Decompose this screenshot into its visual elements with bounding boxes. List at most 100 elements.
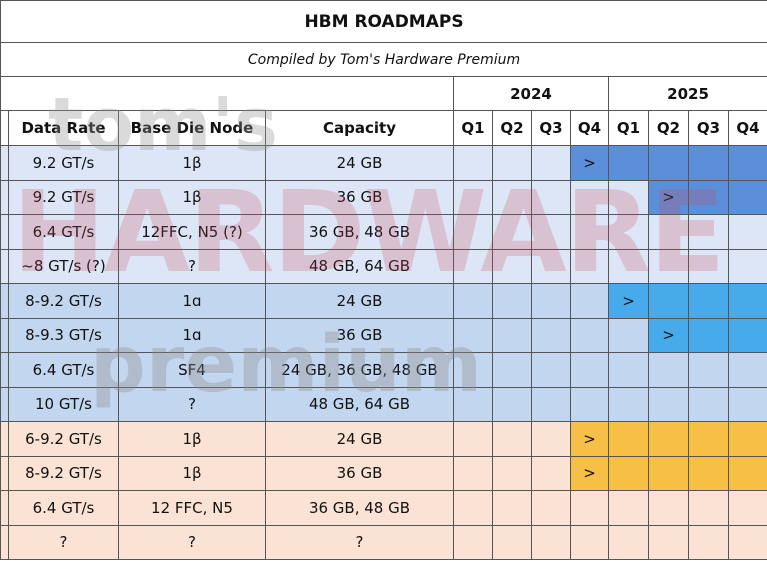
blank-cell (0, 386, 9, 422)
quarter-cell (608, 179, 649, 215)
schedule-cell (648, 145, 689, 181)
quarter-cell (727, 386, 767, 422)
data-row: 10 GT/s? 48 GB, 64 GB (0, 386, 767, 422)
subtitle: Compiled by Tom's Hardware Premium (0, 42, 767, 77)
base-die-node: 1β (118, 421, 266, 457)
schedule-cell (727, 283, 767, 319)
blank-cell (0, 145, 9, 181)
capacity: 48 GB, 64 GB (265, 248, 454, 284)
quarter-cell (570, 317, 609, 353)
quarter-header: Q3 (531, 110, 571, 146)
blank-cell (0, 490, 9, 526)
data-rate: ~8 GT/s (?) (8, 248, 119, 284)
quarter-cell (531, 317, 571, 353)
capacity: 36 GB (265, 455, 454, 491)
quarter-cell (531, 490, 571, 526)
quarter-cell (453, 179, 493, 215)
quarter-header: Q1 (453, 110, 493, 146)
blank-cell (0, 352, 9, 388)
quarter-cell (453, 455, 493, 491)
schedule-cell (648, 283, 689, 319)
quarter-cell (570, 352, 609, 388)
capacity: 24 GB (265, 145, 454, 181)
year: 2025 (607, 76, 767, 111)
schedule-cell (688, 145, 729, 181)
quarter-cell (453, 214, 493, 250)
quarter-cell (570, 248, 609, 284)
quarter-cell (688, 490, 729, 526)
quarter-cell (570, 214, 609, 250)
quarter-cell (727, 490, 767, 526)
quarter-cell (492, 145, 532, 181)
quarter-cell (531, 455, 571, 491)
data-row: 8-9.2 GT/s 1β 36 GB > (0, 455, 767, 491)
data-row: 9.2 GT/s 1β 24 GB > (0, 145, 767, 181)
quarter-cell (492, 283, 532, 319)
blank-cell (0, 455, 9, 491)
blank-cell (0, 179, 9, 215)
quarter-cell (648, 490, 689, 526)
schedule-cell (688, 421, 729, 457)
quarter-cell (688, 248, 729, 284)
data-row: ??? (0, 524, 767, 560)
schedule-cell (608, 145, 649, 181)
schedule-cell (648, 421, 689, 457)
quarter-cell (531, 179, 571, 215)
schedule-cell (688, 455, 729, 491)
capacity: 36 GB (265, 317, 454, 353)
quarter-cell (531, 352, 571, 388)
column-header: Capacity (265, 110, 454, 146)
capacity: 24 GB, 36 GB, 48 GB (265, 352, 454, 388)
blank-cell (0, 283, 9, 319)
schedule-cell (727, 179, 767, 215)
quarter-cell (608, 524, 649, 560)
quarter-cell (492, 421, 532, 457)
quarter-cell (727, 214, 767, 250)
quarter-cell (531, 421, 571, 457)
quarter-cell (727, 352, 767, 388)
schedule-cell (608, 421, 649, 457)
quarter-cell (453, 248, 493, 284)
capacity: ? (265, 524, 454, 560)
quarter-cell (492, 214, 532, 250)
quarter-cell (492, 317, 532, 353)
data-rate: 6.4 GT/s (8, 490, 119, 526)
blank-cell (0, 317, 9, 353)
base-die-node: 1β (118, 179, 266, 215)
blank-cell (0, 421, 9, 457)
base-die-node: 12FFC, N5 (?) (118, 214, 266, 250)
quarter-cell (453, 386, 493, 422)
data-row: 8-9.3 GT/s 1ɑ 36 GB > (0, 317, 767, 353)
data-row: 6-9.2 GT/s 1β 24 GB > (0, 421, 767, 457)
quarter-cell (453, 145, 493, 181)
schedule-cell (727, 455, 767, 491)
quarter-cell (608, 317, 649, 353)
quarter-cell (453, 352, 493, 388)
quarter-cell (648, 352, 689, 388)
year: 2024 (453, 76, 609, 111)
quarter-cell (608, 248, 649, 284)
schedule-cell: > (648, 179, 689, 215)
base-die-node: 1ɑ (118, 283, 266, 319)
data-rate: 6.4 GT/s (8, 214, 119, 250)
schedule-cell: > (570, 145, 609, 181)
title: HBM ROADMAPS (0, 0, 767, 43)
quarter-cell (492, 248, 532, 284)
data-rate: 8-9.2 GT/s (8, 283, 119, 319)
quarter-cell (453, 421, 493, 457)
quarter-header: Q4 (727, 110, 767, 146)
quarter-cell (531, 248, 571, 284)
quarter-cell (492, 352, 532, 388)
quarter-cell (570, 179, 609, 215)
data-row: 6.4 GT/s SF4 24 GB, 36 GB, 48 GB (0, 352, 767, 388)
base-die-node: 1β (118, 145, 266, 181)
quarter-cell (570, 490, 609, 526)
quarter-cell (688, 352, 729, 388)
subtitle-row: Compiled by Tom's Hardware Premium (0, 42, 767, 77)
base-die-node: SF4 (118, 352, 266, 388)
quarter-cell (648, 386, 689, 422)
quarter-cell (492, 179, 532, 215)
column-header: Base Die Node (118, 110, 266, 146)
